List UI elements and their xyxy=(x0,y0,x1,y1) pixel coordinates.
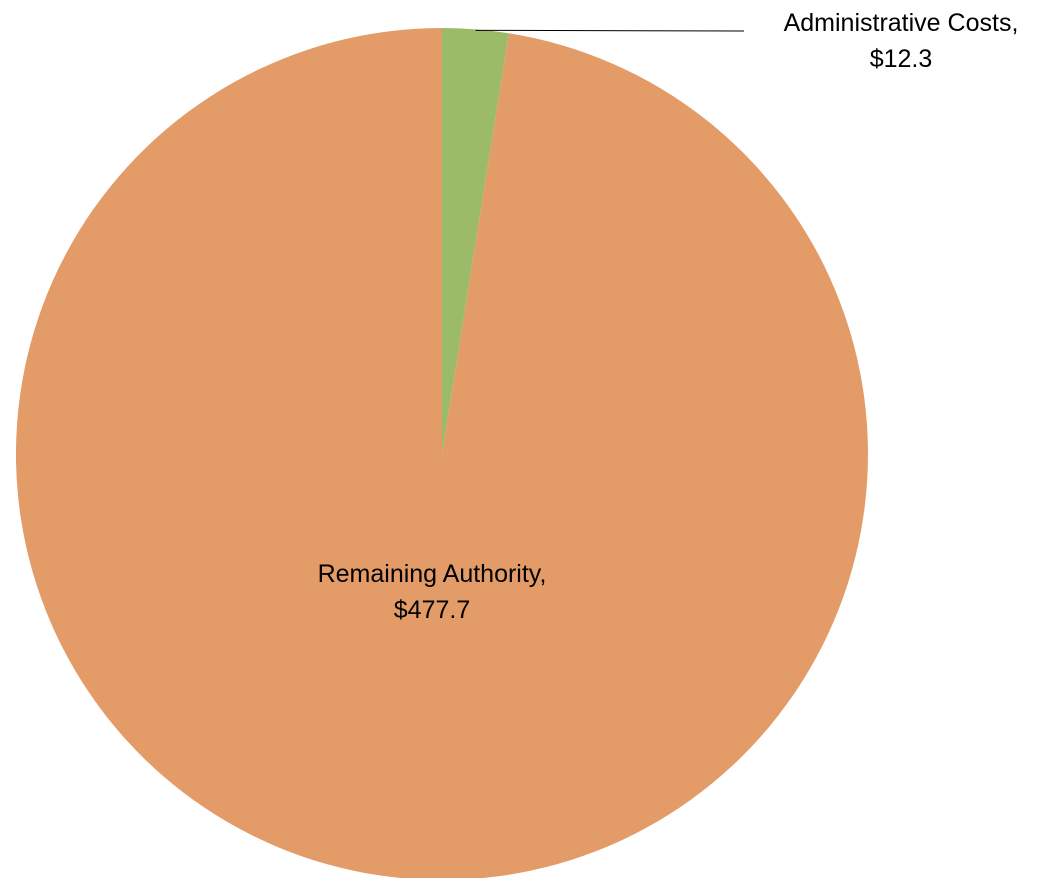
slice-labels: Administrative Costs, $12.3 Remaining Auth… xyxy=(318,9,1019,624)
leader-lines xyxy=(475,29,745,32)
slice-value-administrative-costs: $12.3 xyxy=(870,45,933,73)
slice-value-remaining-authority: $477.7 xyxy=(394,596,470,624)
pie-slices xyxy=(15,28,868,878)
slice-label-remaining-authority: Remaining Authority, xyxy=(318,560,547,588)
pie-slice-remaining-authority xyxy=(15,28,868,878)
slice-label-administrative-costs: Administrative Costs, xyxy=(784,9,1019,37)
leader-line-administrative-costs xyxy=(475,29,745,32)
pie-slice-administrative-costs xyxy=(442,28,509,454)
